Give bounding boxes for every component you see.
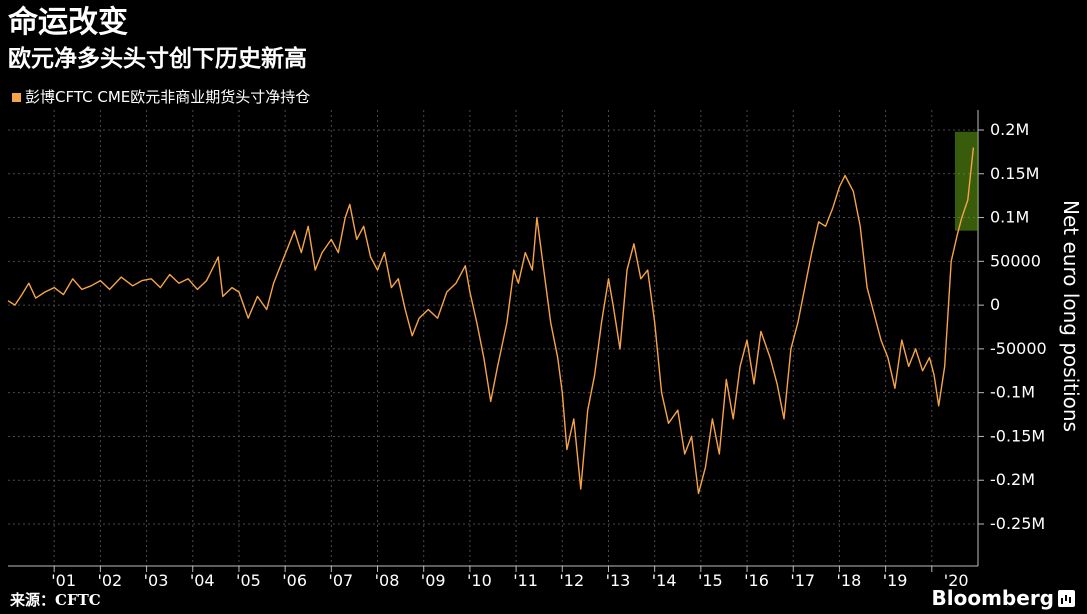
y-axis-title: Net euro long positions <box>1059 200 1083 432</box>
x-tick-label: '13 <box>606 571 631 590</box>
legend-swatch <box>12 92 21 102</box>
x-tick-label: '17 <box>790 571 815 590</box>
series-line-0 <box>7 147 975 495</box>
y-tick-label: -0.15M <box>990 426 1045 445</box>
y-tick-label: 0.15M <box>990 164 1039 183</box>
y-tick-label: -0.1M <box>990 383 1035 402</box>
source-note: 来源：CFTC <box>10 591 101 609</box>
legend-label: 彭博CFTC CME欧元非商业期货头寸净持仓 <box>25 88 311 106</box>
y-tick-label: 50000 <box>990 251 1041 270</box>
y-tick-label: 0.2M <box>990 120 1029 139</box>
x-tick-label: '03 <box>144 571 169 590</box>
y-tick-label: -0.2M <box>990 470 1035 489</box>
x-tick-label: '10 <box>467 571 492 590</box>
legend: 彭博CFTC CME欧元非商业期货头寸净持仓 <box>12 86 310 108</box>
x-tick-label: '11 <box>513 571 538 590</box>
x-tick-label: '06 <box>282 571 307 590</box>
y-tick-label: 0.1M <box>990 208 1029 227</box>
x-tick-label: '09 <box>421 571 446 590</box>
x-tick-label: '20 <box>944 571 969 590</box>
highlight-box <box>954 131 978 231</box>
x-tick-label: '02 <box>97 571 122 590</box>
x-tick-label: '01 <box>51 571 76 590</box>
brand-label: Bloomberg <box>931 586 1054 610</box>
x-tick-label: '18 <box>837 571 862 590</box>
x-tick-label: '19 <box>883 571 908 590</box>
x-tick-label: '08 <box>375 571 400 590</box>
chart-subtitle: 欧元净多头头寸创下历史新高 <box>8 46 307 72</box>
x-tick-label: '04 <box>190 571 215 590</box>
bloomberg-logo: Bloomberg <box>932 585 1075 611</box>
y-tick-label: -0.25M <box>990 514 1045 533</box>
y-tick-label: 0 <box>990 295 1000 314</box>
x-tick-label: '07 <box>328 571 353 590</box>
chart-title: 命运改变 <box>8 5 128 40</box>
bloomberg-chart-icon <box>1058 589 1075 607</box>
x-tick-label: '14 <box>652 571 677 590</box>
x-tick-label: '12 <box>559 571 584 590</box>
x-tick-label: '15 <box>698 571 723 590</box>
x-tick-label: '05 <box>236 571 261 590</box>
y-tick-label: -50000 <box>990 339 1047 358</box>
x-tick-label: '16 <box>744 571 769 590</box>
